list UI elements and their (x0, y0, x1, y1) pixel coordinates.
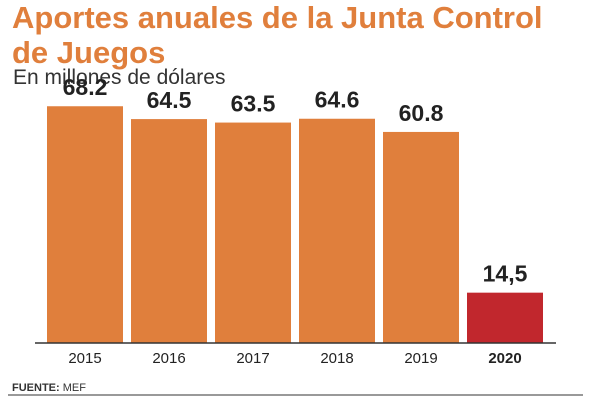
value-label-2020: 14,5 (483, 261, 528, 287)
bar-2019 (383, 131, 459, 343)
chart-title: Aportes anuales de la Junta Control de J… (12, 0, 543, 70)
chart-subtitle: En millones de dólares (13, 66, 226, 89)
value-label-2016: 64.5 (147, 87, 192, 113)
source-note: FUENTE: MEF (12, 382, 86, 394)
x-tick-label-2015: 2015 (68, 350, 101, 367)
x-tick-label-2019: 2019 (404, 350, 437, 367)
bar-2018 (299, 118, 375, 343)
x-tick-label-2016: 2016 (152, 350, 185, 367)
bar-2016 (131, 119, 207, 343)
value-label-2015: 68.2 (63, 74, 108, 100)
x-tick-label-2020: 2020 (488, 350, 521, 367)
x-tick-label-2018: 2018 (320, 350, 353, 367)
value-label-2018: 64.6 (315, 87, 360, 113)
x-tick-label-2017: 2017 (236, 350, 269, 367)
bar-2020 (467, 292, 543, 343)
value-label-2019: 60.8 (399, 100, 444, 126)
bar-2017 (215, 122, 291, 343)
source-label: FUENTE: (12, 382, 60, 394)
value-label-2017: 63.5 (231, 91, 276, 117)
source-value: MEF (62, 382, 86, 394)
bar-2015 (47, 106, 123, 344)
